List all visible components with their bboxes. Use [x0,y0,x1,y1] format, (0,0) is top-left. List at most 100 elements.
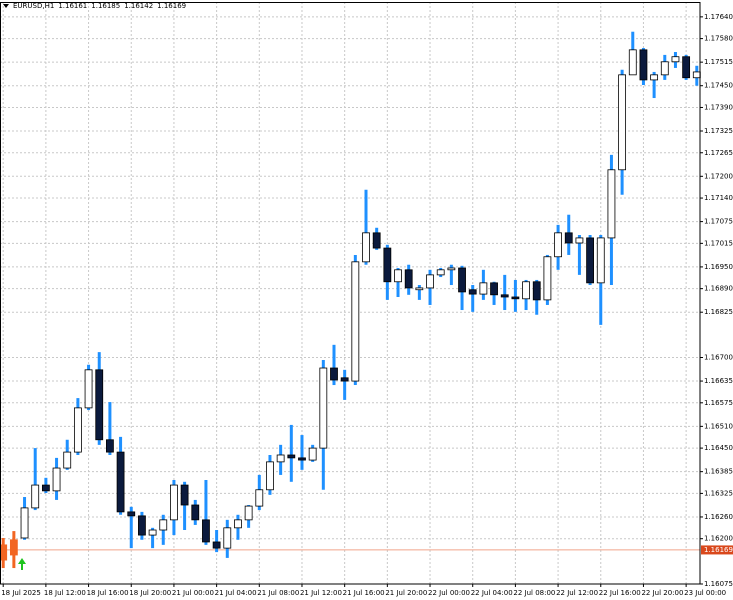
candle-body [191,504,200,521]
candle-body [575,237,584,244]
candle-body [564,232,573,244]
candle-body [266,461,274,491]
y-tick-label: 1.17265 [704,149,733,157]
candle-body [468,289,477,295]
candle-body [84,369,93,409]
price-label-bg [701,545,733,555]
y-tick-label: 1.16635 [704,377,733,385]
y-tick-label: 1.16510 [704,422,733,430]
buy-arrow [18,558,26,570]
header: EURUSD,H1 1.16161 1.16185 1.16142 1.1616… [3,2,186,10]
candle-body [138,515,146,536]
candle-body [554,232,562,258]
y-tick-label: 1.16575 [704,399,733,407]
candle-body [490,282,498,296]
menu-triangle[interactable] [3,4,9,8]
candle-body [436,269,445,276]
candle-body [692,71,701,79]
candle-body [532,281,541,301]
x-tick-label: 22 Jul 16:00 [599,589,641,597]
candle-body [41,484,50,492]
candle-body [404,269,413,289]
candle-body [543,256,552,301]
candle-body [479,282,488,295]
candle-body [618,74,627,171]
y-tick-label: 1.17015 [704,239,733,247]
y-tick-label: 1.16325 [704,489,733,497]
candle-body [340,377,349,382]
candle-body [276,454,285,463]
x-tick-label: 21 Jul 16:00 [343,589,385,597]
candle-body [596,237,605,284]
y-tick-label: 1.17515 [704,58,733,66]
candle-body [234,519,242,529]
candle-body [308,447,317,461]
candle-body [511,296,520,300]
y-tick-label: 1.17640 [704,13,733,21]
candle-body [383,247,392,283]
y-tick-label: 1.16700 [704,354,733,362]
price-label: 1.16169 [704,546,733,554]
y-tick-label: 1.16200 [704,535,733,543]
candle-body [362,232,370,263]
x-tick-label: 22 Jul 04:00 [471,589,513,597]
candle-body [298,457,306,461]
y-tick-label: 1.17390 [704,103,733,111]
candle-body [106,439,114,453]
candle-body [9,539,18,556]
x-tick-label: 21 Jul 08:00 [257,589,299,597]
y-tick-label: 1.17325 [704,127,733,135]
x-tick-label: 21 Jul 12:00 [300,589,342,597]
x-tick-label: 22 Jul 00:00 [428,589,470,597]
x-tick-label: 22 Jul 08:00 [513,589,555,597]
candle-body [180,484,189,506]
symbol: EURUSD,H1 [13,2,55,10]
x-tick-label: 23 Jul 00:00 [684,589,726,597]
x-tick-label: 22 Jul 12:00 [556,589,598,597]
header-open: 1.16161 [58,2,88,10]
plot-frame [0,2,701,585]
candle-body [426,274,434,289]
candle-body [372,232,381,249]
candle-body [63,451,72,469]
y-tick-label: 1.16890 [704,285,733,293]
candle-body [212,541,221,549]
candle-body [127,511,136,517]
y-tick-label: 1.17450 [704,82,733,90]
candle-body [447,267,456,271]
candle-body [628,49,637,76]
candle-body [170,484,178,521]
x-tick-label: 21 Jul 00:00 [172,589,214,597]
candle-body [639,49,648,81]
y-tick-label: 1.17075 [704,218,733,226]
candle-body [95,369,104,441]
candle-body [287,454,296,459]
x-tick-label: 22 Jul 20:00 [641,589,683,597]
y-tick-label: 1.16450 [704,444,733,452]
candle-body [319,367,328,449]
x-tick-label: 21 Jul 20:00 [385,589,427,597]
candle-body [330,367,338,381]
candle-body [255,489,264,507]
candle-body [650,74,659,81]
x-tick-label: 18 Jul 12:00 [44,589,86,597]
y-tick-label: 1.16075 [704,580,733,588]
y-tick-label: 1.17200 [704,172,733,180]
x-tick-label: 21 Jul 04:00 [215,589,257,597]
header-high: 1.16185 [91,2,121,10]
x-tick-label: 18 Jul 20:00 [129,589,171,597]
candle-body [31,484,40,509]
candle-body [73,407,82,453]
candle-body [159,519,168,531]
y-tick-label: 1.17140 [704,194,733,202]
y-tick-label: 1.17580 [704,35,733,43]
candle-body [52,467,61,492]
candle-body [148,529,157,536]
candle-body [202,519,210,543]
y-tick-label: 1.16385 [704,468,733,476]
candle-body [0,544,8,561]
candle-body [682,56,691,79]
candle-body [244,505,253,521]
candle-body [116,451,125,513]
